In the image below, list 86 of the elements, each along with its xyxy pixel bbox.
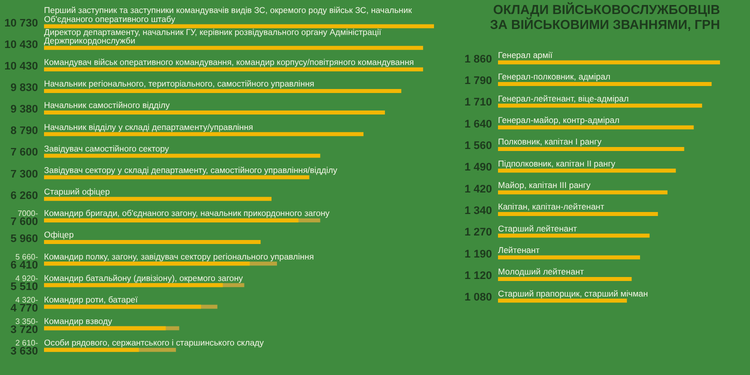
y-tick-label: Генерал-полковник, адмірал [498, 72, 610, 82]
bar [498, 147, 684, 151]
data-label: 1 710 [464, 96, 492, 109]
bar [498, 190, 668, 194]
chart-title: ОКЛАДИ ВІЙСЬКОВОСЛУЖБОВЦІВ ЗА ВІЙСЬКОВИМИ ЗВАННЯМИ, ГРН [490, 2, 720, 32]
y-tick-label: Старший офіцер [44, 186, 110, 197]
data-label: 3 720 [10, 324, 38, 336]
data-label: 1 860 [464, 53, 492, 66]
data-label: 1 120 [464, 270, 492, 282]
bar [44, 196, 272, 201]
bar [498, 255, 640, 260]
y-tick-label: Особи рядового, сержантського і старшинського складу [44, 338, 264, 348]
y-tick-label: Полковник, капітан І рангу [498, 136, 602, 147]
bar [44, 154, 320, 158]
data-label: 1 790 [464, 75, 492, 87]
y-tick-label: Командир батальйону (дивізіону), окремого загону [44, 272, 244, 283]
data-label: 6 410 [10, 259, 38, 272]
data-label: 4 320- [15, 295, 38, 304]
data-label: 1 640 [464, 118, 492, 130]
bar [44, 175, 310, 180]
data-label: 7 300 [10, 168, 38, 180]
y-tick-label: Начальник самостійного відділу [44, 100, 170, 110]
y-tick-label: Старший прапорщик, старший мічман [498, 288, 648, 298]
y-tick-label: Завідувач самостійного сектору [44, 143, 170, 154]
data-label: 1 560 [464, 140, 492, 152]
y-tick-label: Начальник регіонального, територіального, самостійного управління [44, 78, 314, 89]
data-label: 1 270 [464, 226, 492, 239]
data-label: 3 350- [15, 316, 38, 326]
bar [498, 212, 658, 216]
y-tick-label: Завідувач сектору у складі департаменту, самостійного управління/відділу [44, 164, 338, 175]
data-label: 5 510 [10, 280, 38, 293]
bar [498, 104, 702, 108]
y-tick-label: Командир полку, загону, завідувач сектору регіонального управління [44, 251, 314, 262]
y-tick-label: Генерал армії [498, 50, 554, 60]
data-label: 1 190 [464, 248, 492, 260]
data-label: 5 960 [10, 233, 38, 245]
bar [44, 46, 424, 50]
data-label: 9 380 [10, 104, 38, 116]
data-label: 7000- [18, 209, 38, 218]
bar [498, 277, 632, 281]
bar [44, 240, 261, 244]
bar [44, 348, 139, 352]
bar [498, 125, 694, 130]
data-label: 7 600 [10, 146, 38, 159]
y-tick-label: Офіцер [44, 230, 74, 240]
y-tick-label: Командир взводу [44, 316, 113, 326]
y-tick-label: Лейтенант [498, 245, 540, 255]
data-label: 1 340 [464, 205, 492, 217]
data-label: 3 630 [10, 346, 38, 358]
data-label: 9 830 [10, 82, 38, 94]
y-tick-label: Майор, капітан ІІІ рангу [498, 180, 592, 190]
y-tick-label: Молодший лейтенант [498, 266, 584, 277]
data-label: 10 430 [4, 60, 38, 72]
data-label: 1 420 [464, 183, 492, 196]
y-tick-label: Командир бригади, об'єднаного загону, начальник прикордонного загону [44, 208, 330, 218]
bar [44, 88, 402, 93]
data-label: 8 790 [10, 125, 38, 138]
data-label: 4 920- [15, 274, 38, 283]
bar [44, 110, 385, 115]
bar [44, 132, 364, 136]
y-tick-label: Генерал-лейтенант, віце-адмірал [498, 93, 629, 104]
bar [498, 82, 712, 86]
data-label: 5 660- [15, 252, 38, 262]
data-label: 2 610- [15, 338, 38, 348]
y-tick-label: Генерал-майор, контр-адмірал [498, 115, 620, 125]
bar [44, 67, 424, 72]
bar [498, 298, 627, 303]
y-tick-label: Директор департаменту, начальник ГУ, керівник розвідувального органу Адміністрації Держприкордонслужби [44, 26, 382, 46]
y-tick-label: Командувач військ оперативного командування, командир корпусу/повітряного командування [44, 57, 414, 68]
data-label: 6 260 [10, 190, 38, 202]
data-label: 1 490 [464, 162, 492, 174]
bar [498, 168, 676, 173]
data-label: 10 430 [4, 38, 38, 51]
data-label: 1 080 [464, 292, 492, 304]
data-label: 7 600 [10, 216, 38, 228]
data-label: 4 770 [10, 302, 38, 314]
bar [498, 60, 720, 64]
bar [498, 234, 650, 238]
y-tick-label: Начальник відділу у складі департаменту/управління [44, 122, 254, 132]
y-tick-label: Підполковник, капітан ІІ рангу [498, 158, 616, 168]
y-tick-label: Капітан, капітан-лейтенант [498, 202, 604, 212]
data-label: 10 730 [4, 17, 38, 30]
y-tick-label: Командир роти, батареї [44, 294, 138, 304]
y-tick-label: Перший заступник та заступники командувачів видів ЗС, окремого роду військ ЗС, начальник Об'єднаного оперативного штабу [44, 5, 412, 24]
bar [44, 24, 434, 28]
y-tick-label: Старший лейтенант [498, 223, 578, 234]
